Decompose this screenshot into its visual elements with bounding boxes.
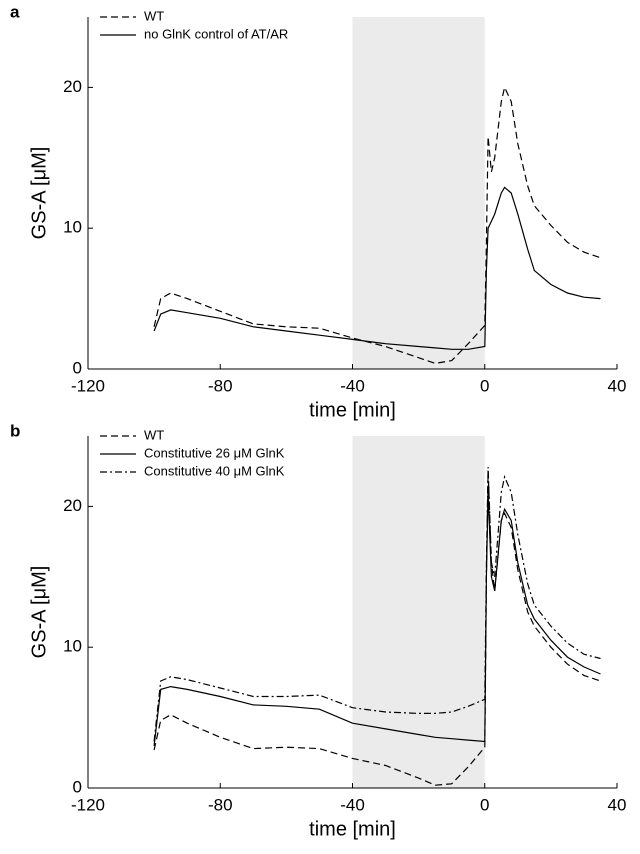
y-tick-label: 0 [73, 358, 82, 377]
legend-label: Constitutive 26 μM GlnK [144, 445, 285, 460]
shaded-region [352, 436, 485, 788]
x-tick-label: -80 [208, 795, 233, 814]
legend-label: WT [144, 427, 164, 442]
legend-label: Constitutive 40 μM GlnK [144, 463, 285, 478]
y-tick-label: 20 [63, 77, 82, 96]
x-tick-label: 0 [480, 376, 489, 395]
legend-label: WT [144, 8, 164, 23]
x-tick-label: -80 [208, 376, 233, 395]
y-axis-label: GS-A [μM] [28, 566, 50, 659]
x-tick-label: 0 [480, 795, 489, 814]
x-tick-label: -120 [71, 795, 105, 814]
x-axis-label: time [min] [309, 818, 396, 840]
y-tick-label: 20 [63, 496, 82, 515]
y-axis-label: GS-A [μM] [28, 147, 50, 240]
legend-label: no GlnK control of AT/AR [144, 26, 288, 41]
y-tick-label: 10 [63, 218, 82, 237]
series-line [153, 471, 601, 786]
x-tick-label: -120 [71, 376, 105, 395]
panel-label: b [10, 421, 20, 440]
x-tick-label: -40 [340, 795, 365, 814]
x-tick-label: -40 [340, 376, 365, 395]
y-tick-label: 0 [73, 777, 82, 796]
series-line [153, 186, 601, 350]
x-tick-label: 40 [608, 795, 627, 814]
shaded-region [352, 17, 485, 369]
series-line [153, 492, 601, 746]
series-line [153, 466, 601, 742]
panel-label: a [10, 2, 20, 21]
x-tick-label: 40 [608, 376, 627, 395]
series-line [153, 85, 601, 365]
x-axis-label: time [min] [309, 399, 396, 421]
y-tick-label: 10 [63, 637, 82, 656]
